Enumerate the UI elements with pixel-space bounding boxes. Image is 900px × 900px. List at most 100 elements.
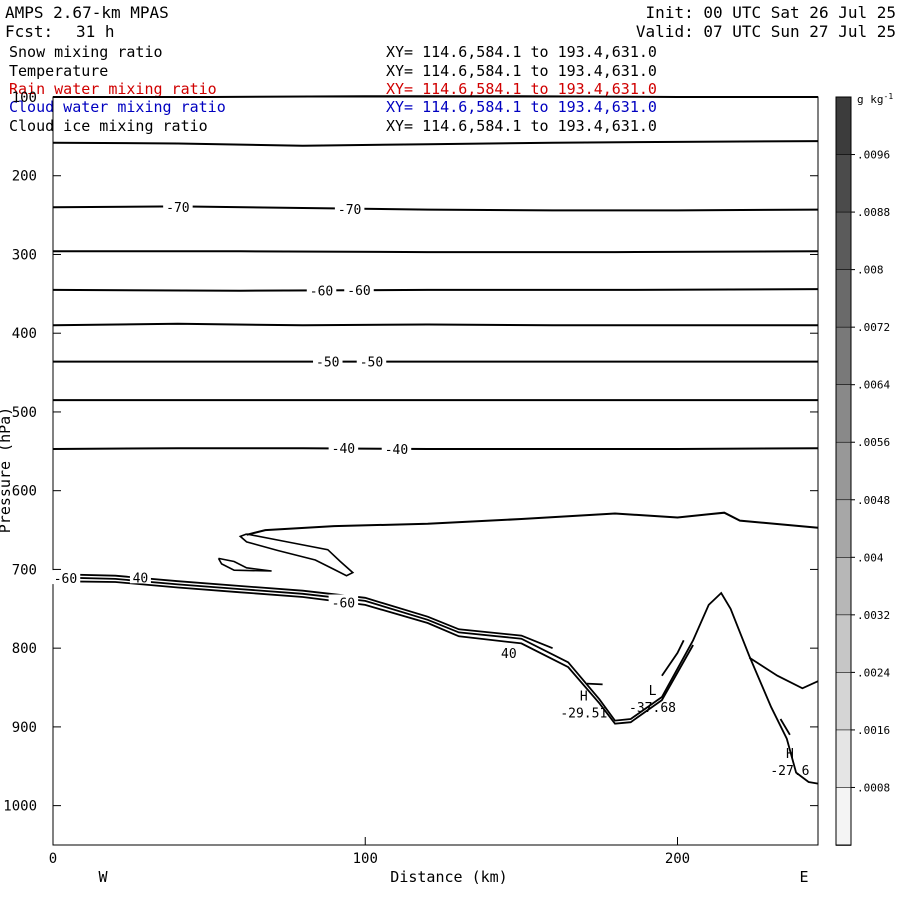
contour-label: 40 bbox=[501, 647, 517, 662]
colorbar-tick-label: .0024 bbox=[857, 666, 890, 679]
low-level-contour bbox=[52, 580, 694, 725]
field-name-temperature: Temperature bbox=[9, 62, 109, 80]
extremum-marker: L bbox=[649, 684, 657, 699]
x-axis-title: Distance (km) bbox=[390, 868, 507, 886]
colorbar-swatch bbox=[835, 384, 852, 444]
extremum-marker: H bbox=[786, 747, 794, 762]
contour-label: -70 bbox=[338, 203, 361, 218]
contour-label-bg bbox=[328, 440, 359, 455]
colorbar-swatch bbox=[835, 499, 852, 559]
field-name-cloud-ice: Cloud ice mixing ratio bbox=[9, 117, 208, 135]
model-title: AMPS 2.67-km MPAS bbox=[5, 3, 169, 22]
low-level-contour bbox=[52, 576, 819, 785]
field-xy-cloud-ice: XY= 114.6,584.1 to 193.4,631.0 bbox=[386, 117, 657, 135]
field-name-snow: Snow mixing ratio bbox=[9, 43, 163, 61]
y-tick-label: 700 bbox=[12, 562, 37, 578]
field-xy-temperature: XY= 114.6,584.1 to 193.4,631.0 bbox=[386, 62, 657, 80]
colorbar-tick-label: .0008 bbox=[857, 781, 890, 794]
contour-label: -60 bbox=[54, 572, 77, 587]
contour-label-bg bbox=[313, 353, 343, 368]
colorbar-swatch bbox=[835, 557, 852, 616]
colorbar-tick-label: .008 bbox=[857, 264, 884, 277]
low-level-contour bbox=[52, 573, 553, 650]
colorbar-swatch bbox=[835, 269, 852, 328]
contour-label-bg bbox=[381, 440, 412, 455]
contour-label-bg bbox=[306, 282, 337, 297]
contour-label-bg bbox=[356, 353, 387, 368]
colorbar-swatch bbox=[835, 614, 852, 674]
y-tick-label: 300 bbox=[12, 247, 37, 263]
valid-time: Valid: 07 UTC Sun 27 Jul 25 bbox=[635, 22, 896, 41]
colorbar-swatch bbox=[835, 326, 852, 386]
x-tick-label: 200 bbox=[665, 851, 690, 867]
colorbar-swatch bbox=[835, 441, 852, 501]
low-level-contour bbox=[586, 682, 603, 686]
contour-label: -40 bbox=[332, 442, 355, 457]
colorbar-unit: g kg-1 bbox=[857, 92, 893, 106]
low-level-contour bbox=[779, 718, 791, 736]
contour-label-bg bbox=[498, 644, 520, 659]
isotherm-line bbox=[53, 250, 819, 254]
colorbar-tick-label: .0032 bbox=[857, 609, 890, 622]
isotherm-line bbox=[246, 511, 819, 536]
extremum-value: -29.51 bbox=[560, 706, 607, 721]
extremum-marker: H bbox=[580, 689, 588, 704]
cloud-contour bbox=[217, 557, 272, 572]
y-axis-title: Pressure (hPa) bbox=[0, 407, 14, 533]
isotherm-line bbox=[52, 140, 819, 147]
contour-label-bg bbox=[334, 200, 365, 215]
x-tick-label: 0 bbox=[49, 851, 57, 867]
colorbar-swatch bbox=[835, 729, 852, 789]
colorbar-swatch bbox=[835, 96, 852, 156]
field-xy-cloud-water: XY= 114.6,584.1 to 193.4,631.0 bbox=[386, 98, 657, 116]
colorbar-tick-label: .0088 bbox=[857, 206, 890, 219]
contour-label-bg bbox=[344, 281, 374, 296]
axis-layer: Distance (km) Pressure (hPa) W E 100 200 3… bbox=[0, 90, 818, 886]
colorbar-swatch bbox=[835, 211, 852, 271]
colorbar-swatch bbox=[835, 154, 852, 213]
x-endpoint-east: E bbox=[799, 868, 808, 886]
contour-label: -60 bbox=[332, 596, 355, 611]
forecast-label: Fcst: bbox=[5, 22, 54, 41]
y-tick-label: 600 bbox=[12, 484, 37, 500]
y-tick-label: 200 bbox=[12, 169, 37, 185]
init-time: Init: 00 UTC Sat 26 Jul 25 bbox=[645, 3, 896, 22]
colorbar-tick-label: .0064 bbox=[857, 379, 890, 392]
field-xy-snow: XY= 114.6,584.1 to 193.4,631.0 bbox=[386, 43, 657, 61]
field-xy-rain: XY= 114.6,584.1 to 193.4,631.0 bbox=[386, 80, 657, 98]
isotherm-line bbox=[52, 288, 819, 292]
colorbar-swatch bbox=[835, 672, 852, 731]
isotherm-line bbox=[53, 95, 818, 98]
contour-label-bg bbox=[50, 570, 81, 585]
low-level-contour bbox=[748, 656, 819, 690]
y-tick-label: 1000 bbox=[3, 799, 37, 815]
y-tick-label: 400 bbox=[12, 326, 37, 342]
contour-label: -40 bbox=[385, 443, 408, 458]
contour-label: -70 bbox=[166, 201, 189, 216]
contour-label: -50 bbox=[360, 356, 383, 371]
y-tick-label: 900 bbox=[12, 720, 37, 736]
y-tick-label: 500 bbox=[12, 405, 37, 421]
forecast-hour: 31 h bbox=[76, 22, 115, 41]
colorbar-tick-label: .0048 bbox=[857, 494, 890, 507]
field-name-rain: Rain water mixing ratio bbox=[9, 80, 217, 98]
contour-label: -50 bbox=[316, 356, 339, 371]
isotherm-line bbox=[52, 322, 818, 327]
y-tick-label: 800 bbox=[12, 641, 37, 657]
colorbar-tick-label: .0056 bbox=[857, 436, 890, 449]
colorbar-tick-label: .0016 bbox=[857, 724, 890, 737]
contour-label-layer: -70 -70 -60 -60 -50 -50 -40 -40 -60 40 -60 40 H -29.5… bbox=[50, 199, 809, 779]
colorbar-frame bbox=[835, 96, 852, 846]
colorbar: g kg-1 .0096 .0088 .008 .0072 .0064 .0056 .004… bbox=[835, 92, 893, 846]
colorbar-tick-label: .0072 bbox=[857, 321, 890, 334]
cloud-contour bbox=[238, 533, 355, 577]
x-tick-label: 100 bbox=[353, 851, 378, 867]
colorbar-tick-label: .0096 bbox=[857, 149, 890, 162]
field-name-cloud-water: Cloud water mixing ratio bbox=[9, 98, 226, 116]
contour-label-bg bbox=[328, 594, 359, 609]
colorbar-tick-label: .004 bbox=[857, 551, 884, 564]
colorbar-swatch bbox=[835, 787, 852, 846]
contour-label-bg bbox=[163, 199, 193, 214]
contour-label-bg bbox=[129, 569, 151, 584]
